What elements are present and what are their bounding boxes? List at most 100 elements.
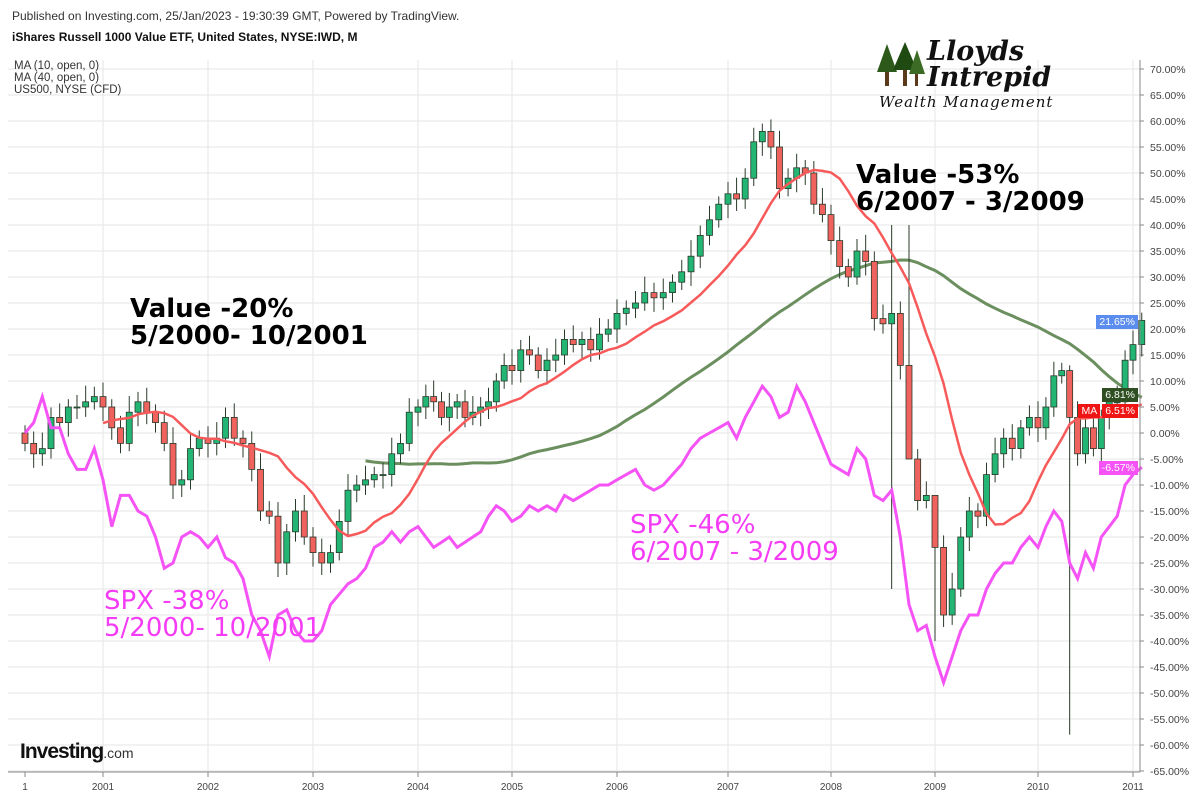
y-tick-label: 20.00% — [1150, 324, 1186, 336]
published-note: Published on Investing.com, 25/Jan/2023 … — [12, 9, 460, 23]
candle-up — [622, 307, 630, 314]
y-tick-label: -55.00% — [1150, 714, 1189, 726]
candle-down — [274, 515, 282, 564]
candle-up — [957, 536, 965, 590]
candle-up — [696, 234, 704, 257]
candle-up — [222, 416, 229, 439]
candle-down — [1008, 437, 1016, 450]
candle-up — [405, 411, 413, 444]
ma40-badge: 6.81% — [1102, 388, 1138, 402]
y-tick-label: 40.00% — [1150, 220, 1186, 232]
candle-up — [125, 411, 133, 444]
candle-up — [678, 271, 686, 283]
y-tick-label: 0.00% — [1150, 428, 1180, 440]
candle-down — [1074, 416, 1081, 455]
spx-badge: -6.57% — [1098, 461, 1138, 475]
candle-up — [1050, 375, 1058, 408]
annotation-spx-2000: SPX -38% 5/2000- 10/2001 — [104, 586, 322, 643]
candle-up — [552, 354, 560, 361]
y-tick-label: 10.00% — [1150, 376, 1186, 388]
candle-up — [604, 328, 612, 335]
annotation-value-2007: Value -53% 6/2007 - 3/2009 — [856, 160, 1085, 217]
candle-down — [108, 406, 116, 429]
candle-up — [659, 292, 667, 299]
ma10-badge-row: MA 6.51% — [1078, 404, 1138, 418]
candle-up — [1129, 344, 1137, 361]
candle-up — [715, 203, 723, 221]
candle-down — [99, 396, 107, 408]
candle-down — [862, 250, 870, 262]
legend-ma40[interactable]: MA (40, open, 0) — [14, 72, 100, 84]
ma40-line — [365, 258, 1143, 466]
candle-up — [613, 312, 621, 330]
candle-down — [160, 422, 168, 444]
y-tick-label: 55.00% — [1150, 142, 1186, 154]
candle-down — [430, 396, 438, 403]
candle-up — [758, 130, 766, 143]
candle-up — [292, 510, 299, 533]
y-tick-label: -30.00% — [1150, 584, 1189, 596]
candle-up — [922, 494, 930, 501]
candle-up — [948, 588, 956, 616]
y-tick-label: -45.00% — [1150, 662, 1189, 674]
candle-down — [836, 240, 844, 268]
candle-down — [230, 416, 238, 439]
candle-up — [485, 401, 492, 408]
candle-up — [543, 359, 551, 372]
candle-up — [1026, 416, 1033, 429]
y-tick-label: -15.00% — [1150, 506, 1189, 518]
y-tick-label: -25.00% — [1150, 558, 1189, 570]
candle-down — [461, 401, 469, 418]
y-tick-label: 50.00% — [1150, 168, 1186, 180]
candle-down — [914, 458, 922, 501]
candle-up — [517, 349, 525, 371]
y-tick-label: 30.00% — [1150, 272, 1186, 284]
candle-down — [257, 468, 264, 512]
candle-up — [283, 531, 291, 564]
last-price-badge: 21.65% — [1096, 315, 1138, 329]
candle-up — [195, 437, 203, 450]
candle-down — [117, 427, 124, 444]
x-tick-label: 2002 — [197, 782, 220, 793]
candle-up — [687, 255, 695, 273]
y-tick-label: 5.00% — [1150, 402, 1180, 414]
spx-badge-row: -6.57% — [1098, 461, 1138, 475]
ma40-badge-row: 6.81% — [1102, 388, 1138, 402]
candle-up — [397, 442, 404, 455]
candle-down — [169, 442, 177, 486]
candle-up — [362, 479, 369, 486]
x-tick-label: 2005 — [501, 782, 524, 793]
candle-up — [641, 292, 649, 304]
candle-up — [134, 401, 142, 413]
candle-up — [1000, 437, 1008, 455]
x-tick-label: 2007 — [717, 782, 740, 793]
candle-up — [888, 312, 896, 325]
candle-down — [1034, 416, 1042, 429]
candle-down — [318, 552, 326, 564]
legend-ma10[interactable]: MA (10, open, 0) — [14, 60, 100, 72]
candle-up — [453, 401, 461, 408]
candle-up — [750, 141, 758, 179]
candle-down — [879, 318, 887, 325]
candle-down — [733, 193, 740, 200]
candle-up — [1058, 370, 1066, 377]
legend-spx[interactable]: US500, NYSE (CFD) — [14, 84, 122, 96]
candle-down — [21, 432, 29, 444]
ma-tag: MA — [1078, 404, 1101, 418]
axis-ticks: 70.00% 65.00% 60.00% 55.00% 50.00% 45.00% 40.0… — [22, 64, 1189, 793]
y-tick-label: 45.00% — [1150, 194, 1186, 206]
y-tick-label: -60.00% — [1150, 740, 1189, 752]
y-tick-label: 70.00% — [1150, 64, 1186, 76]
annotation-spx-2007: SPX -46% 6/2007 - 3/2009 — [630, 510, 839, 567]
last-price-badge-row: 21.65% — [1096, 315, 1138, 329]
candle-up — [370, 474, 378, 481]
y-tick-label: -65.00% — [1150, 766, 1189, 778]
candle-up — [706, 219, 713, 236]
candle-up — [1082, 427, 1089, 455]
ma10-badge: 6.51% — [1102, 404, 1138, 418]
candle-up — [1138, 320, 1146, 346]
x-tick-label: 2003 — [302, 782, 325, 793]
candle-up — [596, 333, 603, 351]
candle-down — [974, 510, 982, 517]
